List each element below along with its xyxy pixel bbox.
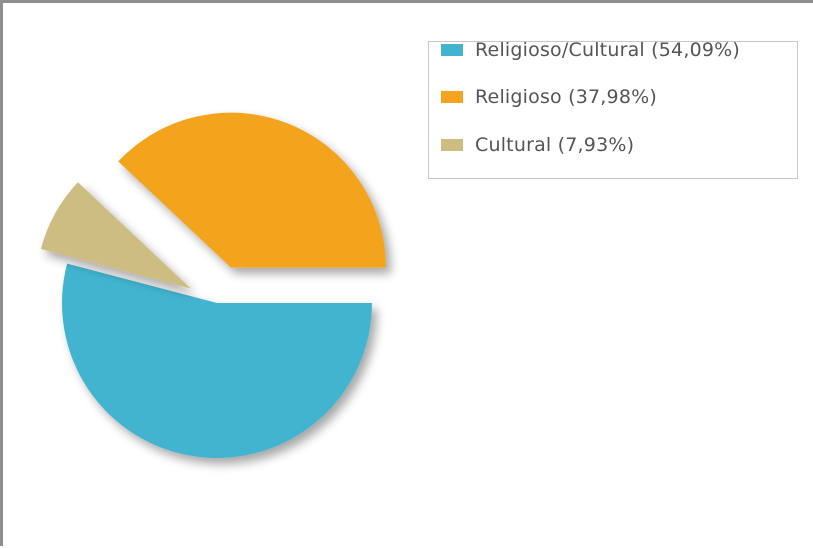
legend: Religioso/Cultural (54,09%) Religioso (3… <box>428 39 798 179</box>
slice-religioso[interactable] <box>118 112 387 268</box>
slice-religioso-cultural[interactable] <box>61 263 372 459</box>
legend-item-cultural: Cultural (7,93%) <box>441 130 634 160</box>
legend-label-religioso-cultural: Religioso/Cultural (54,09%) <box>475 39 741 61</box>
legend-swatch-religioso <box>441 91 463 103</box>
legend-item-religioso-cultural: Religioso/Cultural (54,09%) <box>441 35 740 65</box>
legend-swatch-religioso-cultural <box>441 44 463 56</box>
legend-swatch-cultural <box>441 139 463 151</box>
pie-slices <box>40 112 387 459</box>
pie-chart <box>40 112 387 459</box>
legend-item-religioso: Religioso (37,98%) <box>441 82 657 112</box>
slice-cultural[interactable] <box>40 182 191 289</box>
legend-label-cultural: Cultural (7,93%) <box>475 134 635 156</box>
legend-label-religioso: Religioso (37,98%) <box>475 86 657 108</box>
